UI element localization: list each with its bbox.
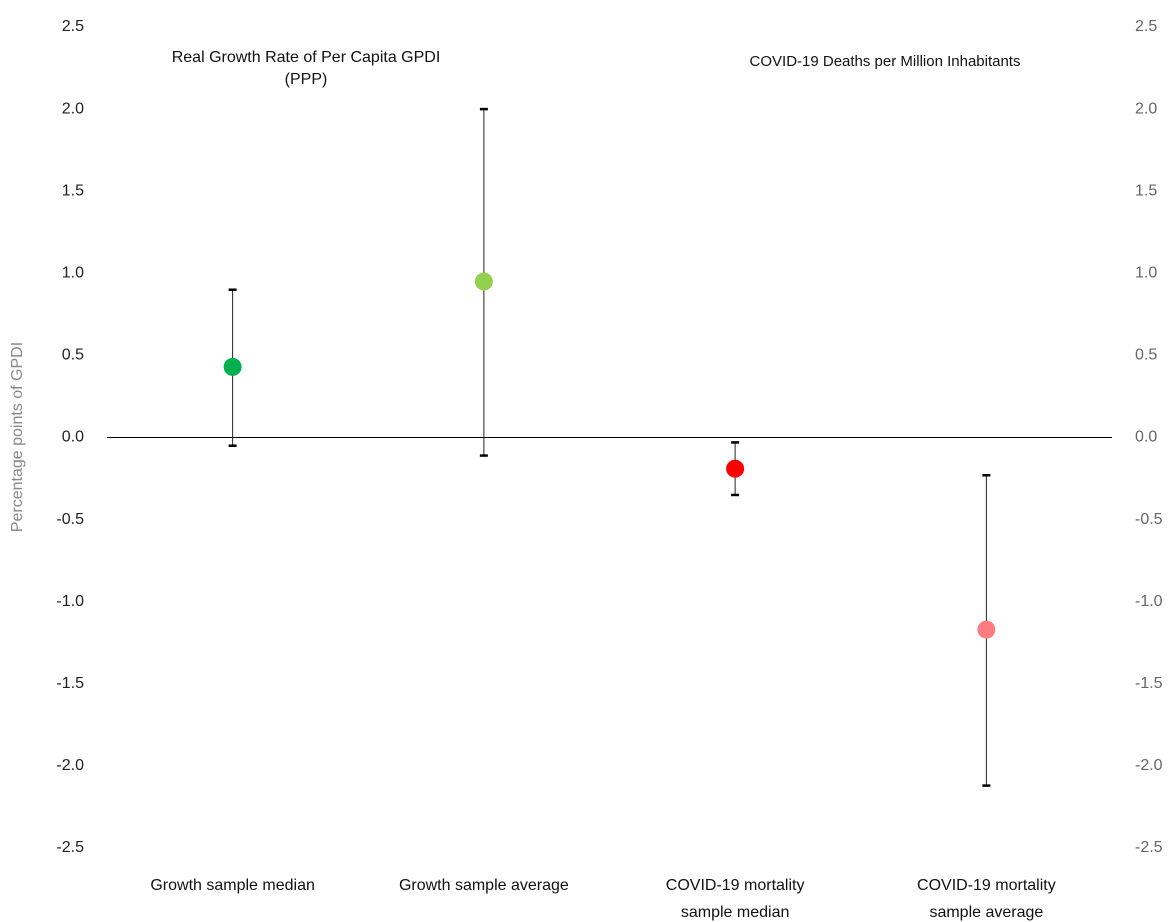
y-tick-label: 1.0 bbox=[62, 265, 84, 282]
y2-tick-label: 0.5 bbox=[1135, 347, 1157, 364]
y2-tick-label: 1.5 bbox=[1135, 182, 1157, 199]
annotation: COVID-19 Deaths per Million Inhabitants bbox=[749, 53, 1021, 70]
x-tick-label: COVID-19 mortality sample median bbox=[665, 877, 805, 921]
x-tick-label: COVID-19 mortality sample average bbox=[917, 877, 1056, 921]
point bbox=[977, 620, 996, 639]
y-tick-label: 0.5 bbox=[62, 347, 84, 364]
y-tick-label: -2.5 bbox=[56, 839, 84, 856]
y-axis-label: Percentage points of GPDI bbox=[9, 342, 26, 532]
x-tick-label: Growth sample median bbox=[150, 877, 315, 894]
point bbox=[474, 272, 493, 291]
y2-tick-label: -2.0 bbox=[1135, 757, 1163, 774]
y-tick-label: -1.5 bbox=[56, 675, 84, 692]
point bbox=[726, 459, 745, 478]
y2-tick-label: -1.0 bbox=[1135, 593, 1163, 610]
y-tick-label: -1.0 bbox=[56, 593, 84, 610]
x-tick-label: Growth sample average bbox=[398, 877, 569, 894]
point bbox=[223, 357, 242, 376]
y2-tick-label: -0.5 bbox=[1135, 511, 1163, 528]
y2-tick-label: 1.0 bbox=[1135, 265, 1157, 282]
y2-tick-label: 0.0 bbox=[1135, 429, 1157, 446]
y-tick-label: -2.0 bbox=[56, 757, 84, 774]
y-tick-label: 2.0 bbox=[62, 100, 84, 117]
y-tick-label: 2.5 bbox=[62, 18, 84, 35]
y2-tick-label: 2.5 bbox=[1135, 18, 1157, 35]
y2-tick-label: -1.5 bbox=[1135, 675, 1163, 692]
y-tick-label: 0.0 bbox=[62, 429, 84, 446]
y-tick-label: 1.5 bbox=[62, 182, 84, 199]
y-tick-label: -0.5 bbox=[56, 511, 84, 528]
annotation: Real Growth Rate of Per Capita GPDI (PPP… bbox=[171, 49, 441, 88]
y2-tick-label: 2.0 bbox=[1135, 100, 1157, 117]
y2-tick-label: -2.5 bbox=[1135, 839, 1163, 856]
